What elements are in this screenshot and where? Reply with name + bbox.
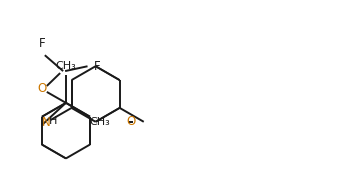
Text: O: O — [37, 83, 47, 96]
Text: CH₃: CH₃ — [56, 61, 76, 71]
Text: O: O — [126, 115, 136, 128]
Text: CH₃: CH₃ — [89, 117, 110, 127]
Text: F: F — [94, 60, 100, 73]
Text: F: F — [38, 37, 45, 50]
Text: H: H — [48, 116, 57, 125]
Text: N: N — [42, 116, 51, 129]
